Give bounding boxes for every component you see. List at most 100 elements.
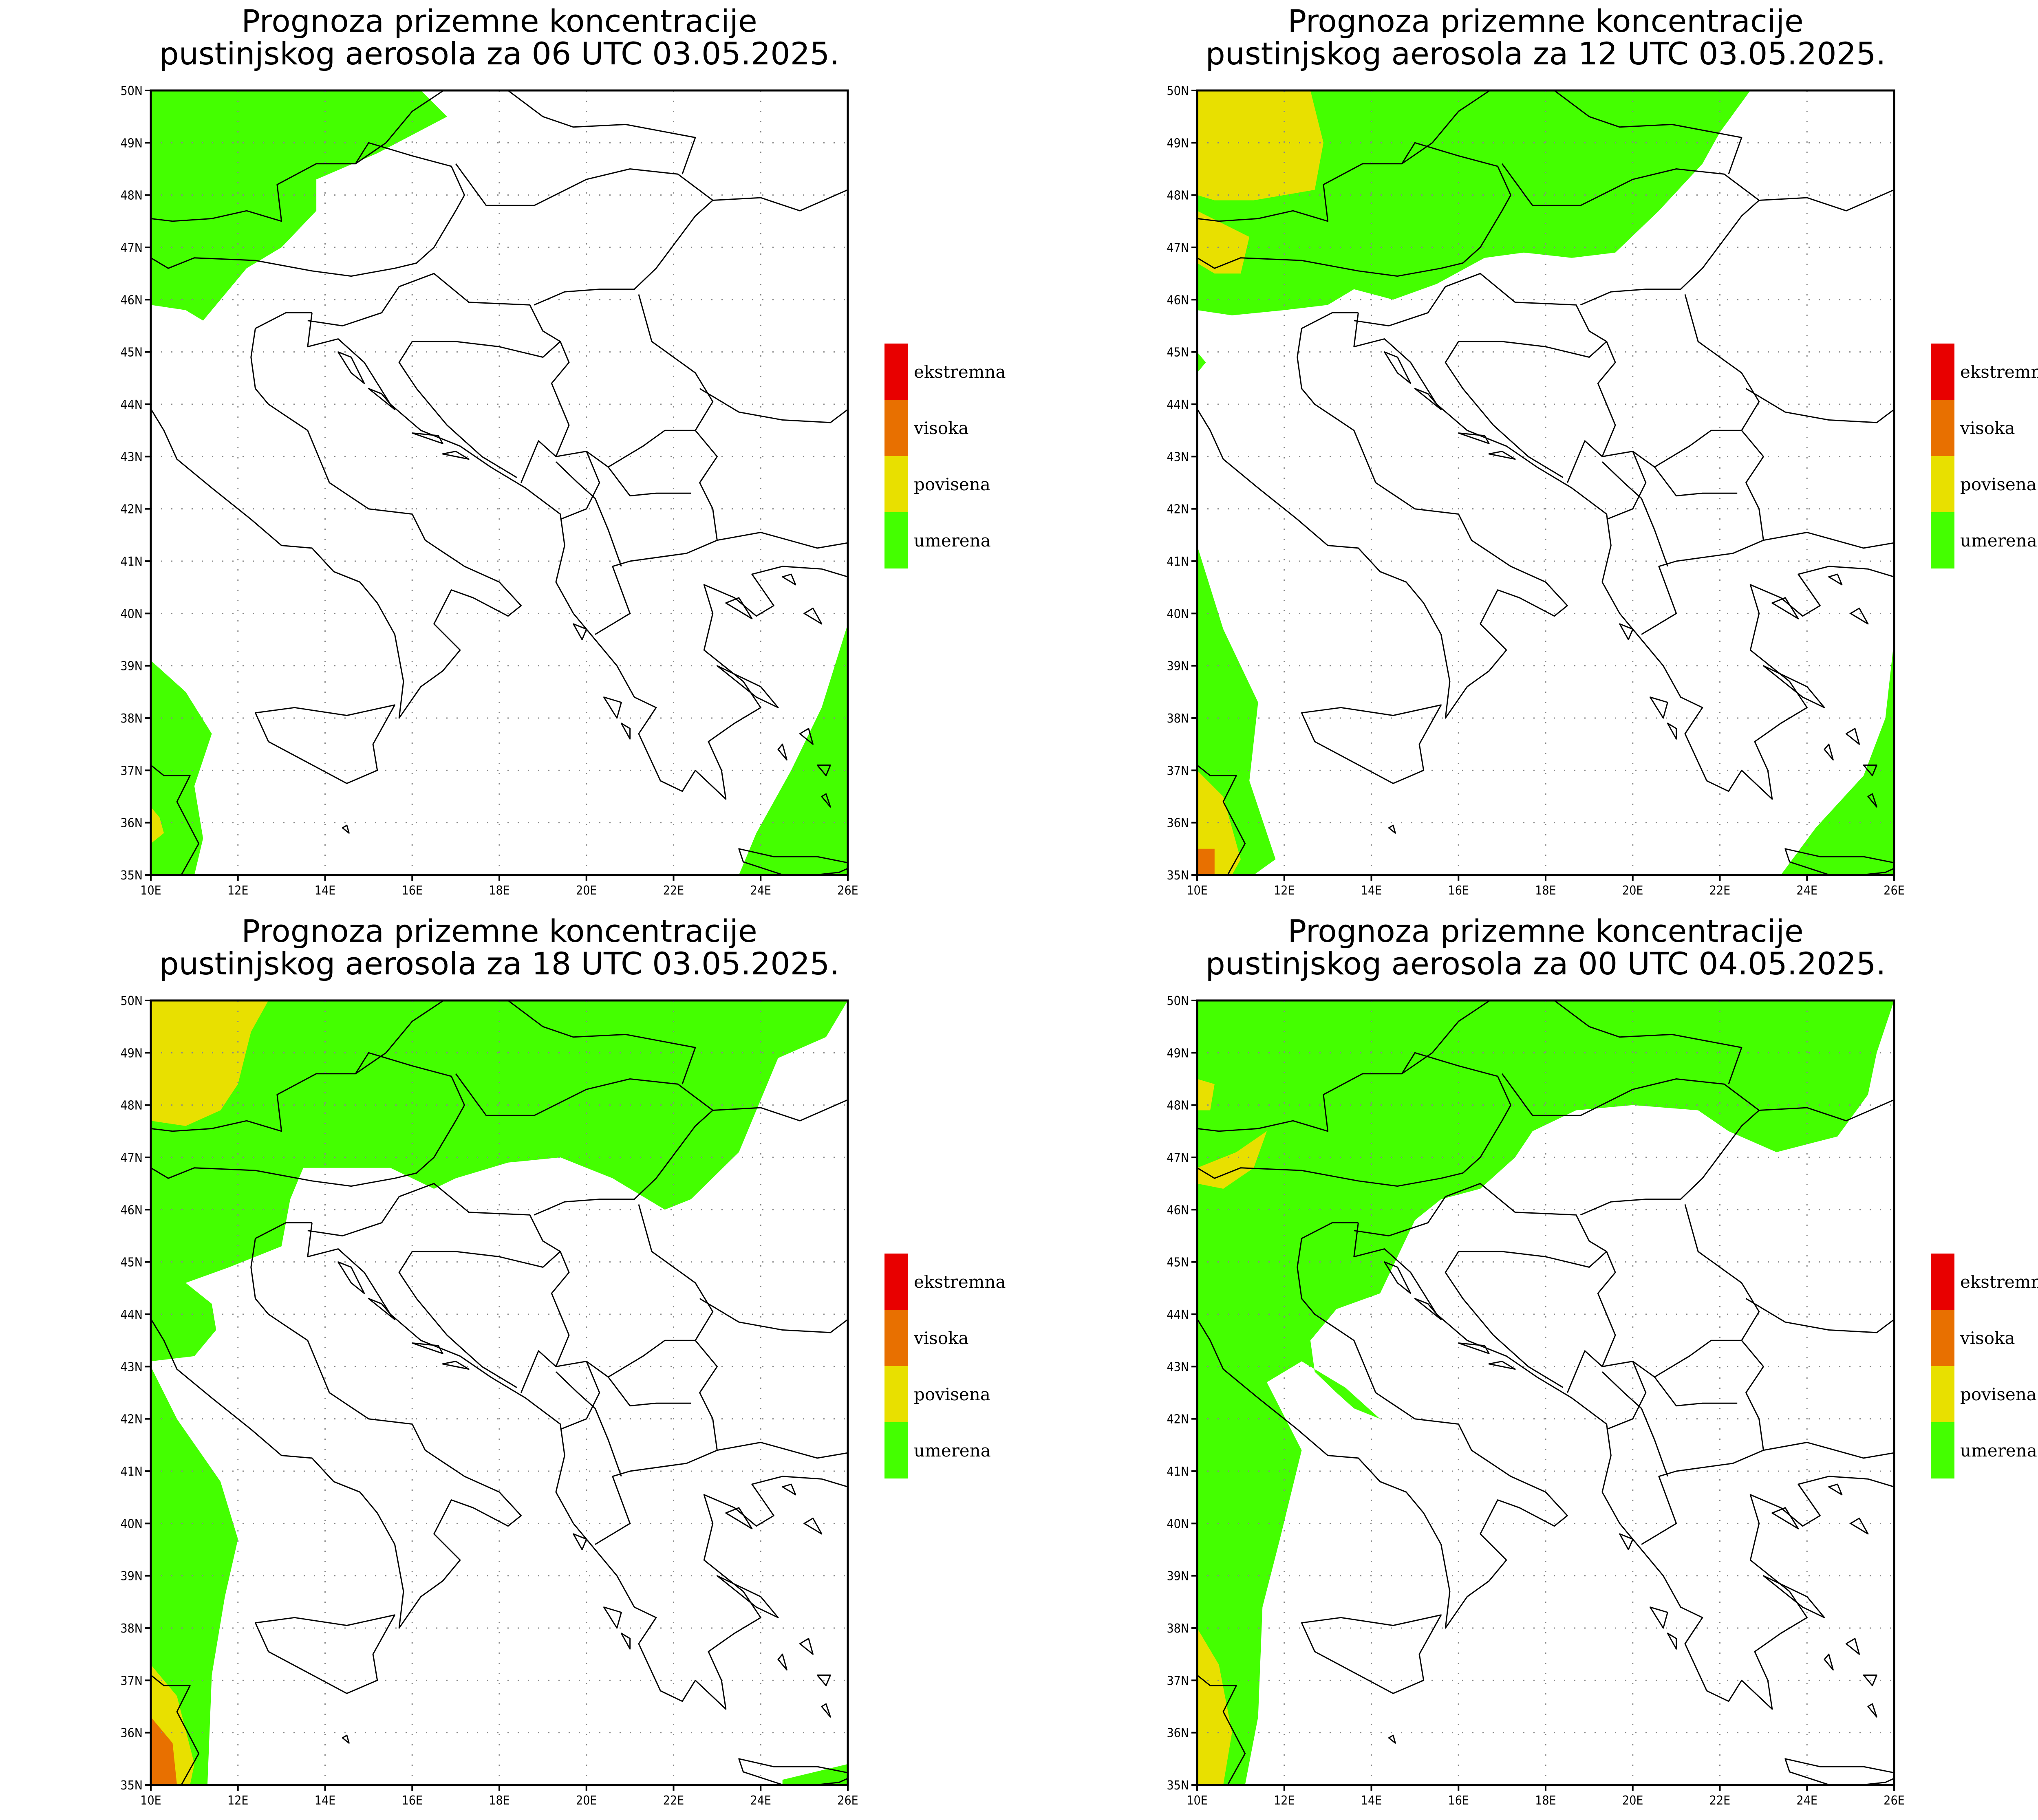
y-tick-label: 35N (1167, 868, 1189, 883)
coastline-crete (1784, 1758, 1894, 1785)
island-outline (573, 623, 587, 640)
map-title-line1: Prognoza prizemne koncentracije (241, 3, 757, 39)
y-tick-label: 40N (1167, 607, 1189, 621)
y-tick-label: 45N (1167, 1256, 1189, 1270)
island-outline (442, 451, 470, 460)
coastline-crete (738, 1758, 848, 1785)
island-outline (777, 743, 787, 761)
country-border (1197, 1052, 1511, 1187)
map-panel-12utc: Prognoza prizemne koncentracije pustinjsk… (1046, 0, 2038, 910)
legend-label: visoka (1960, 1328, 2015, 1348)
y-tick-label: 36N (120, 816, 143, 831)
y-tick-label: 39N (1167, 659, 1189, 674)
legend-label: povisena (914, 1384, 990, 1404)
country-border (1654, 1340, 1742, 1378)
y-tick-label: 48N (120, 189, 143, 203)
country-border (1401, 90, 1742, 174)
country-border (556, 451, 691, 497)
legend-label: visoka (913, 418, 969, 438)
x-tick-label: 20E (576, 884, 597, 898)
legend-swatch (884, 456, 908, 512)
y-tick-label: 48N (1167, 1099, 1189, 1113)
y-tick-label: 40N (120, 1517, 143, 1531)
coastline-balkans (307, 313, 848, 800)
island-outline (1488, 1361, 1516, 1370)
y-tick-label: 37N (120, 764, 143, 778)
y-tick-label: 41N (1167, 1465, 1189, 1479)
x-tick-label: 14E (315, 1794, 335, 1808)
country-border (1602, 1361, 1738, 1407)
country-border (521, 341, 570, 483)
country-border (1354, 1183, 1608, 1388)
island-outline (1414, 388, 1442, 410)
island-outline (1458, 432, 1490, 444)
island-outline (1667, 1633, 1677, 1650)
aerosol-field-yellow (151, 1000, 269, 1126)
country-border (555, 461, 622, 567)
island-outline (620, 723, 631, 740)
country-border (712, 189, 848, 212)
island-outline (803, 608, 823, 625)
map-content (151, 90, 848, 875)
aerosol-field-orange (151, 1717, 177, 1785)
country-border (1601, 461, 1668, 567)
country-border (1641, 1204, 1764, 1545)
x-tick-label: 24E (750, 884, 771, 898)
island-outline (1845, 728, 1860, 745)
y-tick-label: 38N (120, 712, 143, 726)
x-tick-label: 26E (837, 884, 858, 898)
legend-label: visoka (913, 1328, 969, 1348)
country-border (1745, 388, 1894, 423)
legend-swatch (1931, 1310, 1954, 1366)
legend: ekstremna visoka povisena umerena (1931, 344, 2038, 568)
y-tick-label: 44N (120, 398, 143, 412)
y-tick-label: 48N (120, 1099, 143, 1113)
coastline-sicily (255, 1614, 395, 1694)
island-outline (368, 1298, 395, 1320)
coastline-italy (1197, 312, 1568, 719)
island-outline (1824, 743, 1834, 761)
island-outline (799, 728, 814, 745)
y-tick-label: 35N (1167, 1778, 1189, 1793)
island-outline (1619, 623, 1634, 640)
country-border (699, 1298, 848, 1333)
y-tick-label: 42N (1167, 1412, 1189, 1427)
legend-label: visoka (1960, 418, 2015, 438)
island-outline (1845, 1638, 1860, 1655)
x-tick-label: 16E (1448, 1794, 1469, 1808)
island-outline (1667, 723, 1677, 740)
x-tick-label: 12E (227, 884, 248, 898)
country-border (1197, 142, 1511, 277)
x-tick-label: 24E (1797, 1794, 1817, 1808)
y-tick-label: 41N (120, 555, 143, 569)
x-tick-label: 14E (315, 884, 335, 898)
map-svg: Prognoza prizemne koncentracijepustinjsk… (1167, 913, 2038, 1808)
x-tick-label: 10E (1187, 1794, 1207, 1808)
map-panel-06utc: Prognoza prizemne koncentracije pustinjsk… (0, 0, 1046, 910)
y-tick-label: 50N (1167, 994, 1189, 1008)
country-border (1759, 189, 1894, 212)
country-border (151, 1052, 465, 1187)
coastline-crete (1784, 848, 1894, 875)
map-panel-18utc: Prognoza prizemne koncentracije pustinjsk… (0, 910, 1046, 1820)
coastline-sicily (255, 704, 395, 784)
legend-label: ekstremna (1960, 362, 2038, 382)
y-tick-label: 35N (120, 868, 143, 883)
x-tick-label: 12E (227, 1794, 248, 1808)
country-border (1763, 531, 1894, 549)
country-border (1759, 1099, 1894, 1122)
island-outline (1850, 1518, 1869, 1535)
y-tick-label: 49N (1167, 136, 1189, 150)
x-tick-label: 22E (1709, 1794, 1730, 1808)
country-border (307, 1183, 561, 1388)
x-tick-label: 22E (663, 1794, 684, 1808)
country-border (355, 1000, 696, 1084)
x-tick-label: 18E (1535, 1794, 1556, 1808)
y-tick-label: 44N (1167, 1308, 1189, 1322)
coastline-italy (151, 1222, 522, 1629)
map-content (1197, 1000, 1894, 1785)
aerosol-field-yellow (151, 807, 164, 844)
country-border (595, 294, 718, 635)
map-title-line2: pustinjskog aerosola za 00 UTC 04.05.202… (1206, 945, 1886, 982)
legend-label: ekstremna (914, 1272, 1006, 1292)
